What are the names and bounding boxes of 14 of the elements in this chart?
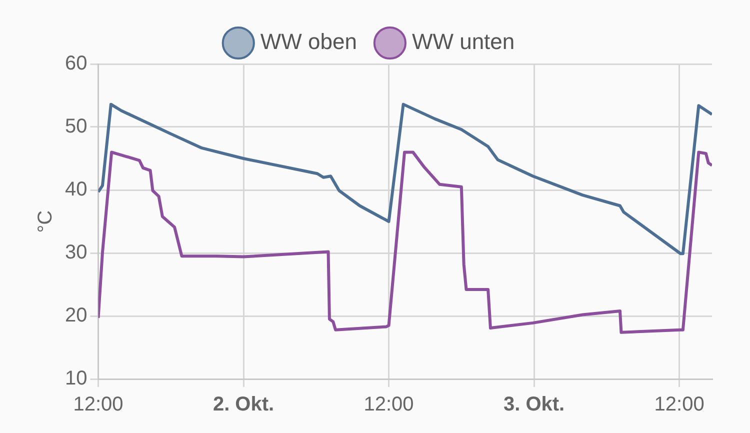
legend-label: WW oben bbox=[260, 29, 357, 54]
x-tick-label: 12:00 bbox=[364, 394, 414, 416]
x-tick-label: 12:00 bbox=[654, 394, 704, 416]
x-tick-label: 12:00 bbox=[73, 394, 124, 416]
y-axis-title: °C bbox=[34, 210, 57, 233]
x-tick-label: 3. Okt. bbox=[503, 394, 565, 416]
legend-label: WW unten bbox=[412, 29, 515, 54]
y-tick-label: 60 bbox=[64, 52, 88, 75]
y-tick-label: 40 bbox=[64, 178, 88, 201]
y-tick-label: 50 bbox=[64, 116, 88, 138]
y-tick-label: 30 bbox=[64, 242, 88, 264]
y-tick-label: 20 bbox=[64, 304, 88, 327]
y-tick-label: 10 bbox=[64, 368, 88, 390]
x-tick-label: 2. Okt. bbox=[212, 394, 274, 416]
